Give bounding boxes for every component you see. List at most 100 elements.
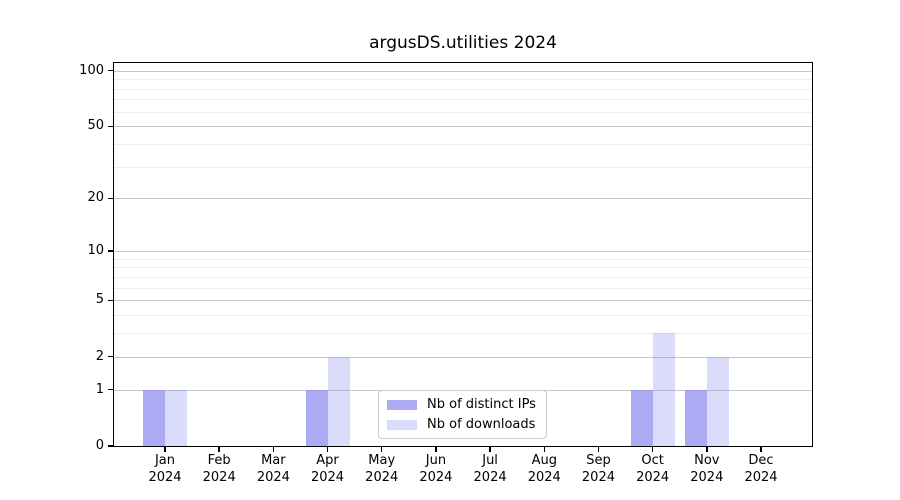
minor-gridline bbox=[114, 79, 812, 81]
x-tick-label: Jun 2024 bbox=[406, 452, 466, 486]
minor-gridline bbox=[114, 315, 812, 317]
x-tick-mark bbox=[164, 447, 166, 452]
legend-label-distinct-ips: Nb of distinct IPs bbox=[427, 397, 536, 412]
x-tick-month: May bbox=[368, 453, 396, 468]
minor-gridline bbox=[114, 111, 812, 113]
major-gridline bbox=[114, 70, 812, 72]
x-tick-label: May 2024 bbox=[352, 452, 412, 486]
x-tick-mark bbox=[543, 447, 545, 452]
legend-swatch-downloads bbox=[387, 419, 417, 430]
y-tick-label: 0 bbox=[95, 438, 104, 453]
x-tick-mark bbox=[435, 447, 437, 452]
x-tick-mark bbox=[760, 447, 762, 452]
legend-label-downloads: Nb of downloads bbox=[427, 417, 536, 432]
y-tick-mark bbox=[108, 355, 114, 358]
x-tick-label: Sep 2024 bbox=[568, 452, 628, 486]
x-tick-mark bbox=[218, 447, 220, 452]
x-tick-year: 2024 bbox=[365, 470, 399, 485]
x-tick-label: Dec 2024 bbox=[731, 452, 791, 486]
x-tick-year: 2024 bbox=[202, 470, 236, 485]
major-gridline bbox=[114, 126, 812, 128]
bar-downloads-nov bbox=[706, 356, 729, 446]
y-tick-mark bbox=[108, 69, 114, 72]
plot-area: Nb of distinct IPs Nb of downloads bbox=[114, 63, 812, 446]
x-tick-year: 2024 bbox=[310, 470, 345, 485]
legend: Nb of distinct IPs Nb of downloads bbox=[378, 390, 547, 439]
x-tick-year: 2024 bbox=[581, 470, 615, 485]
x-tick-mark bbox=[706, 447, 708, 452]
x-tick-month: Apr bbox=[316, 453, 339, 468]
x-tick-month: Feb bbox=[207, 453, 231, 468]
y-tick-label: 100 bbox=[79, 62, 104, 78]
x-tick-year: 2024 bbox=[473, 470, 507, 485]
minor-gridline bbox=[114, 99, 812, 101]
x-tick-label: Aug 2024 bbox=[514, 452, 574, 486]
minor-gridline bbox=[114, 287, 812, 289]
x-tick-year: 2024 bbox=[148, 470, 182, 485]
x-tick-label: Mar 2024 bbox=[243, 452, 303, 486]
legend-item-downloads: Nb of downloads bbox=[387, 416, 536, 433]
minor-gridline bbox=[114, 88, 812, 90]
x-tick-year: 2024 bbox=[690, 470, 724, 485]
x-tick-month: Aug bbox=[531, 453, 557, 468]
y-tick-mark bbox=[108, 125, 114, 127]
x-tick-label: Apr 2024 bbox=[298, 452, 358, 486]
major-gridline bbox=[114, 300, 812, 302]
x-tick-mark bbox=[326, 447, 329, 452]
x-tick-month: Oct bbox=[641, 453, 664, 468]
x-tick-year: 2024 bbox=[527, 470, 561, 485]
y-tick-mark bbox=[108, 250, 114, 252]
minor-gridline bbox=[114, 276, 812, 278]
y-tick-label: 10 bbox=[87, 242, 104, 258]
y-tick-label: 5 bbox=[95, 292, 104, 308]
minor-gridline bbox=[114, 333, 812, 335]
y-tick-label: 2 bbox=[95, 348, 104, 364]
minor-gridline bbox=[114, 267, 812, 269]
x-tick-year: 2024 bbox=[636, 470, 670, 485]
x-tick-label: Nov 2024 bbox=[677, 452, 737, 486]
bar-distinct-ips-jan bbox=[143, 389, 165, 446]
x-tick-mark bbox=[272, 447, 275, 452]
x-tick-month: Nov bbox=[694, 453, 720, 468]
x-tick-month: Mar bbox=[261, 453, 286, 468]
x-tick-year: 2024 bbox=[744, 470, 778, 485]
x-tick-mark bbox=[597, 447, 600, 452]
y-tick-mark bbox=[108, 197, 114, 200]
legend-swatch-distinct-ips bbox=[387, 399, 417, 410]
minor-gridline bbox=[114, 166, 812, 168]
major-gridline bbox=[114, 250, 812, 252]
legend-item-distinct-ips: Nb of distinct IPs bbox=[387, 396, 536, 413]
y-tick-label: 1 bbox=[95, 381, 104, 397]
x-tick-year: 2024 bbox=[256, 470, 290, 485]
x-tick-label: Jan 2024 bbox=[135, 452, 195, 486]
y-tick-mark bbox=[108, 388, 114, 391]
x-tick-label: Jul 2024 bbox=[460, 452, 520, 486]
bar-downloads-jan bbox=[165, 389, 187, 446]
major-gridline bbox=[114, 198, 812, 200]
bar-downloads-oct bbox=[652, 333, 675, 446]
y-tick-label: 20 bbox=[87, 190, 104, 206]
y-tick-mark bbox=[108, 299, 114, 301]
x-tick-month: Jun bbox=[425, 453, 447, 468]
minor-gridline bbox=[114, 143, 812, 145]
x-tick-mark bbox=[381, 447, 383, 452]
x-tick-month: Dec bbox=[748, 453, 774, 468]
bar-distinct-ips-apr bbox=[305, 389, 328, 446]
x-tick-label: Oct 2024 bbox=[623, 452, 683, 486]
x-tick-mark bbox=[651, 447, 654, 452]
chart-title: argusDS.utilities 2024 bbox=[369, 33, 557, 53]
x-tick-label: Feb 2024 bbox=[189, 452, 249, 486]
x-tick-month: Jan bbox=[154, 453, 176, 468]
bar-distinct-ips-oct bbox=[630, 389, 653, 446]
major-gridline bbox=[114, 356, 812, 358]
bar-downloads-apr bbox=[327, 356, 350, 446]
y-tick-label: 50 bbox=[87, 118, 104, 134]
minor-gridline bbox=[114, 258, 812, 260]
x-tick-mark bbox=[489, 447, 491, 452]
y-tick-mark bbox=[108, 445, 114, 447]
bar-distinct-ips-nov bbox=[684, 389, 707, 446]
x-tick-year: 2024 bbox=[419, 470, 453, 485]
x-tick-month: Sep bbox=[586, 453, 611, 468]
x-tick-month: Jul bbox=[482, 453, 498, 468]
